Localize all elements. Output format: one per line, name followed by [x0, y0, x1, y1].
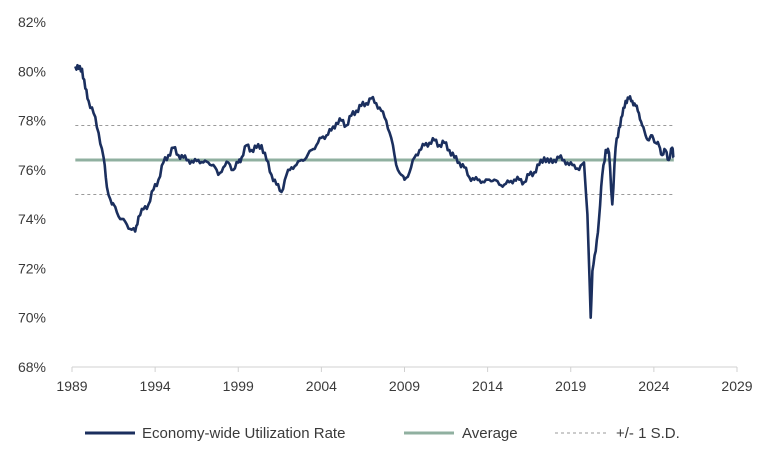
y-tick-label: 68%: [18, 359, 46, 375]
x-axis-ticks: 1989 1994 1999 2004 2009 2014 2019 2024 2029: [56, 367, 753, 394]
x-tick-label: 2004: [306, 378, 337, 394]
x-tick-label: 2029: [721, 378, 752, 394]
y-tick-label: 76%: [18, 162, 46, 178]
y-axis-ticks: 68% 70% 72% 74% 76% 78% 80% 82%: [18, 14, 46, 375]
sd-band-lines: [75, 125, 674, 195]
legend-item-average: Average: [404, 425, 518, 442]
y-tick-label: 78%: [18, 113, 46, 129]
x-tick-label: 1994: [140, 378, 171, 394]
utilization-series: [74, 63, 675, 319]
y-tick-label: 72%: [18, 260, 46, 276]
x-tick-label: 2014: [472, 378, 503, 394]
legend-item-sd: +/- 1 S.D.: [555, 425, 680, 442]
x-tick-label: 1999: [223, 378, 254, 394]
chart-legend: Economy-wide Utilization Rate Average +/…: [85, 425, 680, 442]
x-tick-label: 2009: [389, 378, 420, 394]
y-tick-label: 80%: [18, 63, 46, 79]
legend-label-average: Average: [462, 425, 518, 442]
x-tick-label: 1989: [56, 378, 87, 394]
legend-item-utilization: Economy-wide Utilization Rate: [85, 425, 345, 442]
x-tick-label: 2019: [555, 378, 586, 394]
y-tick-label: 74%: [18, 211, 46, 227]
legend-label-utilization: Economy-wide Utilization Rate: [142, 425, 345, 442]
utilization-line: [74, 63, 675, 319]
y-tick-label: 70%: [18, 310, 46, 326]
legend-label-sd: +/- 1 S.D.: [616, 425, 680, 442]
y-tick-label: 82%: [18, 14, 46, 30]
x-tick-label: 2024: [638, 378, 669, 394]
